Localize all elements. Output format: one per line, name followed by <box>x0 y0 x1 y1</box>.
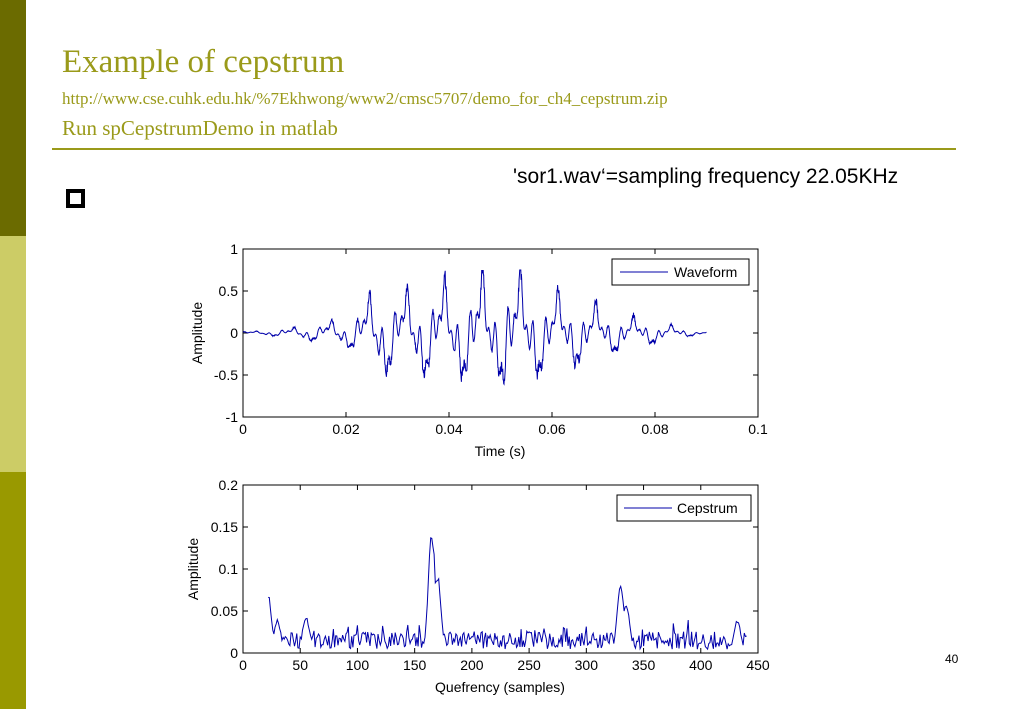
waveform-ytick-label: -1 <box>226 409 239 425</box>
waveform-ytick-label: 1 <box>230 241 238 257</box>
waveform-xtick-label: 0 <box>239 421 247 437</box>
bullet-square-icon <box>66 189 85 208</box>
cepstrum-xlabel: Quefrency (samples) <box>435 679 565 695</box>
waveform-xlabel: Time (s) <box>475 443 526 459</box>
cepstrum-xtick-label: 0 <box>239 657 247 673</box>
cepstrum-ytick-label: 0.15 <box>211 519 238 535</box>
cepstrum-line <box>268 537 747 651</box>
cepstrum-xtick-label: 150 <box>403 657 427 673</box>
sidebar-band-top <box>0 0 26 236</box>
cepstrum-xtick-label: 100 <box>346 657 370 673</box>
waveform-legend: Waveform <box>611 258 750 286</box>
cepstrum-xtick-label: 50 <box>292 657 308 673</box>
cepstrum-ticks: 0 50 100 150 200 250 300 350 400 450 0 0.05 0.1 0.15 0… <box>211 477 770 673</box>
slide-title: Example of cepstrum <box>62 44 345 80</box>
cepstrum-xtick-label: 200 <box>460 657 484 673</box>
cepstrum-legend-label: Cepstrum <box>677 500 738 516</box>
waveform-xtick-label: 0.1 <box>748 421 768 437</box>
cepstrum-xtick-label: 400 <box>689 657 713 673</box>
cepstrum-xtick-label: 250 <box>517 657 541 673</box>
waveform-ytick-label: 0.5 <box>219 283 239 299</box>
sidebar-band-middle <box>0 236 26 472</box>
cepstrum-ytick-label: 0 <box>230 645 238 661</box>
waveform-xtick-label: 0.08 <box>641 421 668 437</box>
cepstrum-legend: Cepstrum <box>616 494 752 522</box>
sidebar-band-bottom <box>0 472 26 709</box>
cepstrum-ytick-label: 0.2 <box>219 477 239 493</box>
waveform-ylabel: Amplitude <box>189 302 205 364</box>
slide-url-link[interactable]: http://www.cse.cuhk.edu.hk/%7Ekhwong/www… <box>62 89 668 108</box>
slide-subtitle: Run spCepstrumDemo in matlab <box>62 116 338 140</box>
title-divider <box>52 148 956 150</box>
waveform-legend-label: Waveform <box>674 264 737 280</box>
waveform-line <box>242 269 707 386</box>
waveform-xtick-label: 0.02 <box>332 421 359 437</box>
waveform-ytick-label: 0 <box>230 325 238 341</box>
cepstrum-xtick-label: 350 <box>632 657 656 673</box>
waveform-xtick-label: 0.06 <box>538 421 565 437</box>
sampling-note: 'sor1.wav‘=sampling frequency 22.05KHz <box>513 165 899 188</box>
waveform-xtick-label: 0.04 <box>435 421 462 437</box>
cepstrum-ytick-label: 0.05 <box>211 603 238 619</box>
cepstrum-xtick-label: 450 <box>746 657 770 673</box>
cepstrum-ytick-label: 0.1 <box>219 561 239 577</box>
cepstrum-ylabel: Amplitude <box>185 538 201 600</box>
waveform-ticks: 0 0.02 0.04 0.06 0.08 0.1 -1 -0.5 0 0.5 1 <box>214 241 768 437</box>
waveform-ytick-label: -0.5 <box>214 367 238 383</box>
cepstrum-xtick-label: 300 <box>575 657 599 673</box>
page-number: 40 <box>945 652 959 666</box>
